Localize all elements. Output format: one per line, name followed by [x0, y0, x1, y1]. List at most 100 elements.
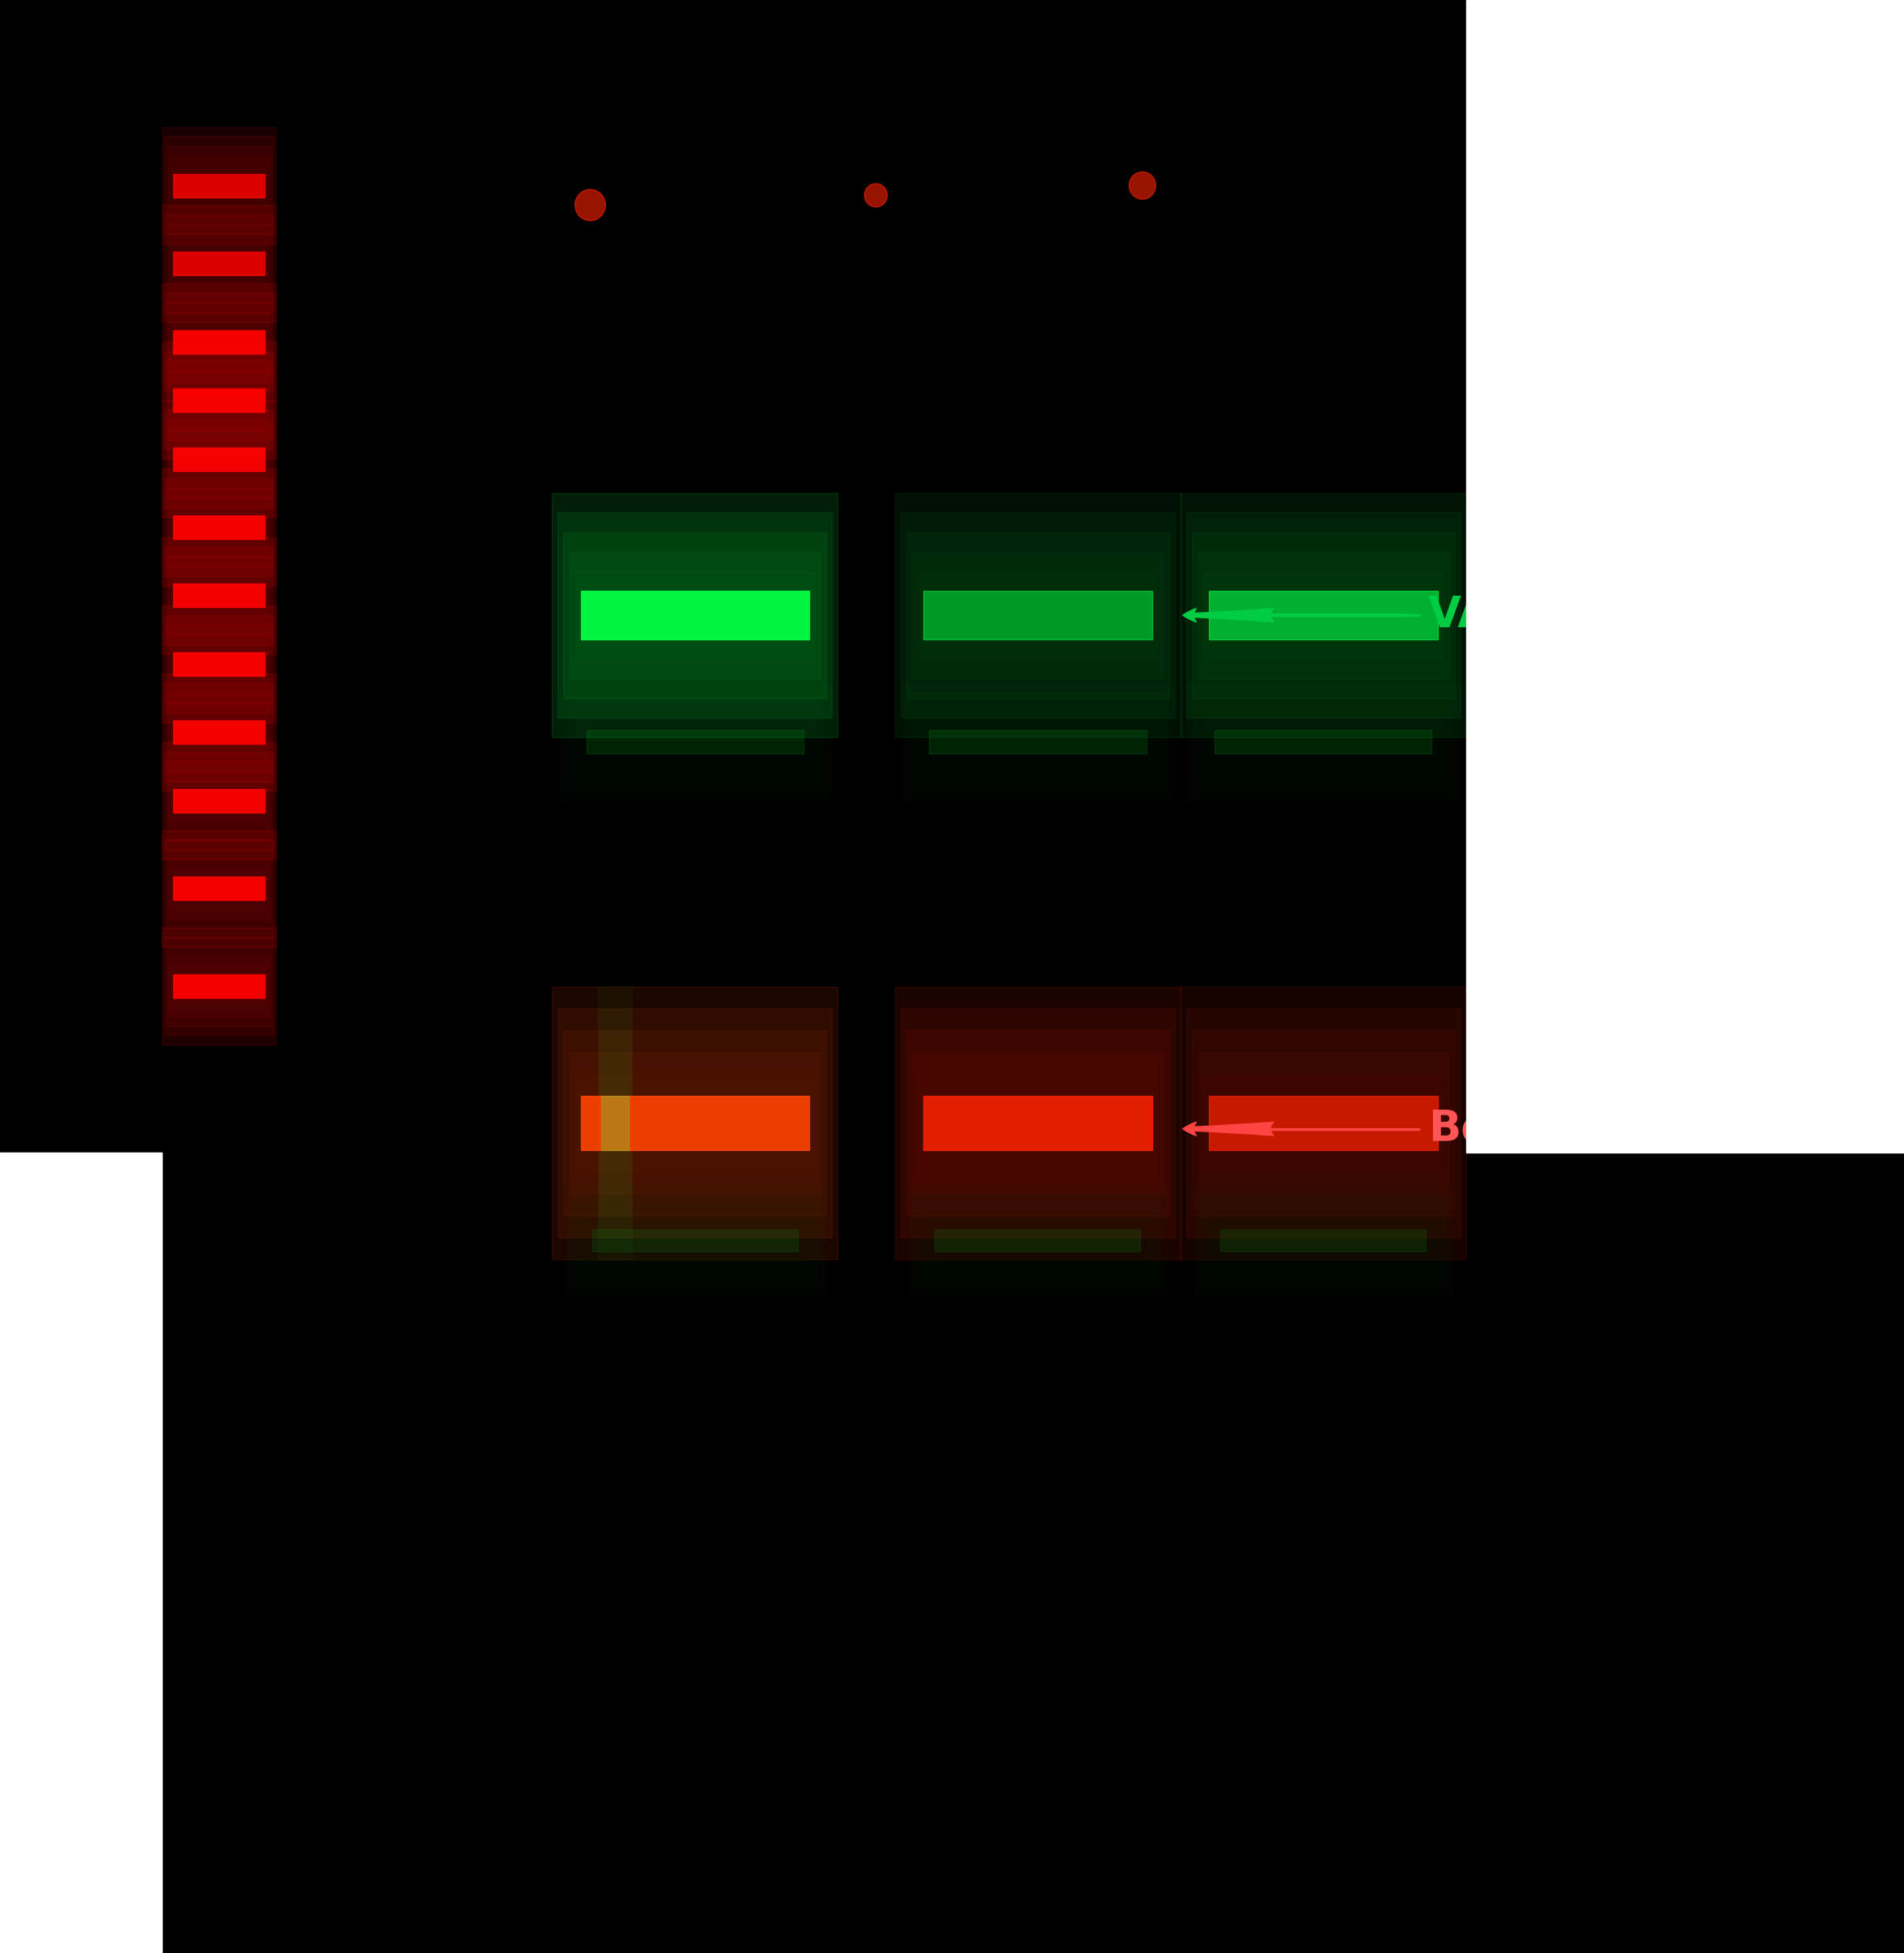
Bar — [902, 684, 1173, 801]
Circle shape — [575, 189, 605, 221]
Bar — [1200, 1195, 1447, 1285]
Bar — [173, 174, 265, 197]
Bar — [173, 447, 265, 471]
Bar — [581, 721, 809, 764]
Bar — [162, 205, 276, 322]
Bar — [1198, 1053, 1449, 1193]
Bar — [173, 389, 265, 412]
Bar — [598, 986, 632, 1260]
Bar — [164, 478, 274, 576]
Bar — [164, 615, 274, 713]
Bar — [564, 1029, 826, 1217]
Bar — [173, 721, 265, 744]
Bar — [906, 1029, 1169, 1217]
Bar — [166, 947, 272, 1025]
Bar — [1209, 1096, 1438, 1150]
Bar — [169, 232, 268, 295]
Bar — [908, 1187, 1165, 1295]
Bar — [895, 494, 1180, 738]
Bar — [164, 752, 274, 850]
Bar — [569, 553, 821, 680]
Bar — [169, 633, 268, 695]
Bar — [575, 1074, 815, 1172]
Bar — [162, 742, 276, 859]
Bar — [162, 400, 276, 518]
Bar — [912, 703, 1163, 781]
Bar — [923, 592, 1152, 641]
Text: VARS: VARS — [1428, 594, 1556, 637]
Bar — [162, 674, 276, 791]
Bar — [171, 779, 267, 822]
Bar — [1180, 494, 1466, 738]
Bar — [171, 965, 267, 1008]
Bar — [162, 127, 276, 244]
Bar — [558, 1008, 832, 1238]
Bar — [173, 652, 265, 676]
Bar — [164, 137, 274, 234]
Bar — [575, 572, 815, 660]
Bar — [164, 215, 274, 312]
Bar — [914, 1195, 1161, 1285]
Bar — [929, 730, 1146, 754]
Bar — [935, 1230, 1140, 1252]
Bar — [173, 516, 265, 539]
Bar — [1194, 1187, 1451, 1295]
Circle shape — [1129, 172, 1156, 199]
Bar — [173, 584, 265, 607]
Bar — [1209, 592, 1438, 641]
Bar — [173, 789, 265, 812]
Bar — [171, 711, 267, 754]
Bar — [1203, 711, 1443, 773]
Bar — [1211, 1213, 1436, 1267]
Bar — [169, 564, 268, 627]
Bar — [166, 762, 272, 840]
Bar — [164, 293, 274, 391]
Bar — [171, 867, 267, 910]
Bar — [166, 488, 272, 566]
Bar — [171, 164, 267, 207]
Bar — [171, 320, 267, 363]
Bar — [169, 428, 268, 490]
Bar — [171, 379, 267, 422]
Bar — [166, 303, 272, 381]
Bar — [169, 311, 268, 373]
Bar — [166, 557, 272, 635]
Bar — [918, 1074, 1158, 1172]
Bar — [164, 352, 274, 449]
Bar — [908, 693, 1167, 791]
Bar — [906, 533, 1169, 699]
Bar — [162, 342, 276, 459]
Bar — [577, 1203, 813, 1277]
Bar — [173, 975, 265, 998]
Bar — [169, 701, 268, 764]
Bar — [565, 1187, 823, 1295]
Bar — [1194, 693, 1453, 791]
Bar — [1203, 1074, 1443, 1172]
Bar — [171, 643, 267, 686]
Bar — [1186, 514, 1460, 719]
Bar — [569, 1053, 821, 1193]
Bar — [929, 1221, 1146, 1260]
Bar — [169, 857, 268, 920]
Bar — [569, 703, 821, 781]
Circle shape — [864, 184, 887, 207]
Bar — [162, 469, 276, 586]
Bar — [1180, 986, 1466, 1260]
Bar — [1186, 1008, 1460, 1238]
Bar — [171, 506, 267, 549]
Bar — [166, 225, 272, 303]
Bar — [586, 1221, 803, 1260]
Bar — [565, 693, 824, 791]
Bar — [581, 592, 809, 641]
Bar — [592, 1230, 798, 1252]
Bar — [1220, 1230, 1426, 1252]
Bar — [901, 1008, 1175, 1238]
Bar — [912, 1053, 1163, 1193]
Bar — [1215, 730, 1432, 754]
Bar — [575, 711, 815, 773]
Bar — [171, 242, 267, 285]
Bar — [571, 1195, 819, 1285]
Bar — [162, 537, 276, 654]
Bar — [925, 1213, 1150, 1267]
Bar — [171, 437, 267, 480]
